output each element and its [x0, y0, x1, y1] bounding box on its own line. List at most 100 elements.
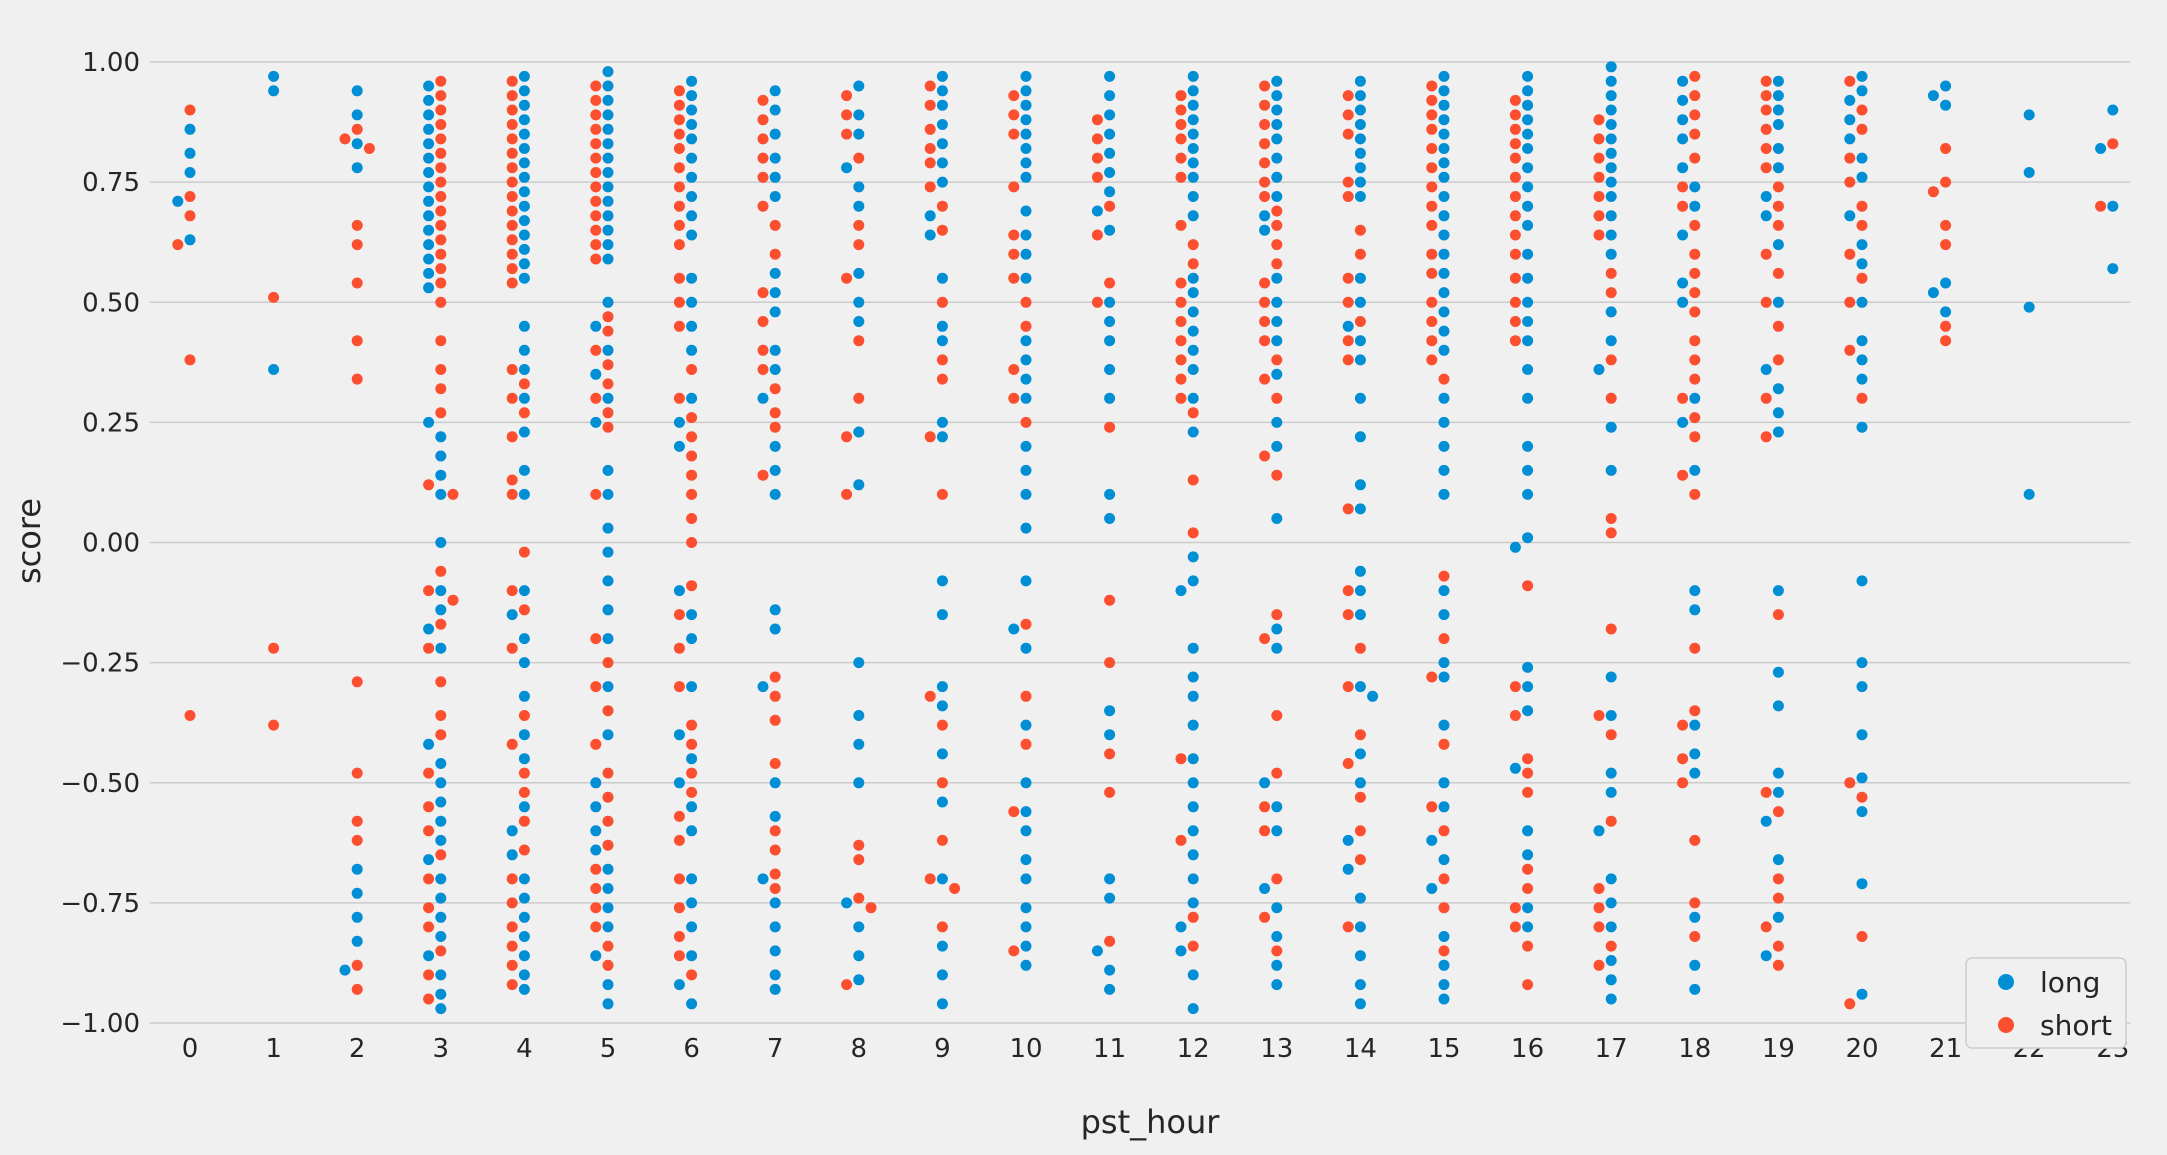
point-short: [1677, 719, 1689, 731]
point-short: [769, 868, 781, 880]
point-long: [1271, 90, 1283, 102]
point-short: [1605, 623, 1617, 635]
y-tick-label: 1.00: [82, 48, 140, 78]
point-long: [1856, 85, 1868, 97]
point-short: [184, 710, 196, 721]
x-tick-label: 4: [516, 1034, 533, 1064]
point-long: [602, 344, 614, 356]
point-short: [1271, 392, 1283, 404]
point-long: [1522, 681, 1534, 693]
point-long: [1605, 993, 1617, 1005]
point-long: [435, 931, 447, 942]
point-long: [1856, 335, 1868, 347]
point-short: [1760, 431, 1772, 443]
point-short: [1104, 748, 1116, 760]
point-short: [1772, 181, 1784, 193]
point-short: [1689, 354, 1701, 366]
point-short: [1187, 527, 1199, 539]
point-short: [423, 825, 435, 837]
point-long: [686, 75, 698, 87]
point-long: [769, 85, 781, 97]
point-short: [1689, 931, 1701, 942]
point-long: [602, 253, 614, 265]
point-short: [506, 176, 518, 188]
x-tick-label: 2: [349, 1034, 366, 1064]
point-long: [769, 983, 781, 995]
point-long: [1020, 354, 1032, 366]
point-short: [1772, 892, 1784, 904]
point-long: [518, 801, 530, 813]
point-long: [602, 575, 614, 587]
x-tick-label: 17: [1595, 1034, 1628, 1064]
point-long: [1522, 219, 1534, 231]
point-long: [686, 296, 698, 308]
point-long: [1605, 229, 1617, 241]
point-long: [1020, 921, 1032, 933]
point-short: [1259, 138, 1271, 150]
point-long: [1760, 191, 1772, 202]
point-long: [435, 585, 447, 597]
point-long: [518, 128, 530, 140]
point-short: [590, 224, 602, 236]
x-tick-label: 12: [1177, 1034, 1210, 1064]
point-short: [1593, 921, 1605, 933]
point-long: [1020, 940, 1032, 952]
point-short: [1175, 296, 1187, 308]
point-short: [673, 931, 685, 942]
point-long: [1187, 143, 1199, 154]
point-long: [1187, 210, 1199, 222]
point-long: [1856, 152, 1868, 164]
point-short: [1354, 854, 1366, 866]
point-short: [1259, 633, 1271, 645]
point-short: [1844, 152, 1856, 164]
point-long: [1438, 287, 1450, 299]
x-tick-label: 14: [1344, 1034, 1377, 1064]
point-long: [518, 186, 530, 198]
point-short: [673, 272, 685, 284]
point-long: [435, 642, 447, 654]
point-short: [841, 272, 853, 284]
point-long: [686, 921, 698, 933]
point-long: [1689, 464, 1701, 476]
point-long: [518, 931, 530, 942]
point-short: [1760, 143, 1772, 154]
point-long: [853, 316, 865, 327]
point-short: [686, 969, 698, 981]
point-long: [1605, 671, 1617, 683]
point-short: [1342, 585, 1354, 597]
point-short: [673, 873, 685, 885]
point-short: [686, 719, 698, 731]
y-tick-labels: 1.00 0.75 0.50 0.25 0.00 −0.25 −0.50 −0.75 −1.00: [60, 48, 140, 1039]
point-short: [423, 993, 435, 1005]
point-short: [590, 488, 602, 500]
point-long: [1522, 181, 1534, 193]
point-long: [1689, 200, 1701, 212]
point-short: [673, 834, 685, 846]
point-long: [686, 609, 698, 621]
point-short: [1354, 316, 1366, 327]
point-long: [1104, 705, 1116, 717]
point-long: [1772, 700, 1784, 712]
point-long: [1020, 128, 1032, 140]
point-short: [1438, 873, 1450, 885]
point-long: [1772, 666, 1784, 678]
point-long: [1940, 99, 1952, 111]
x-tick-label: 5: [600, 1034, 617, 1064]
point-long: [1271, 959, 1283, 971]
point-short: [435, 277, 447, 289]
point-long: [423, 152, 435, 164]
point-long: [1522, 532, 1534, 544]
point-long: [1677, 114, 1689, 126]
point-short: [853, 239, 865, 251]
point-long: [351, 911, 363, 923]
point-short: [1605, 940, 1617, 952]
point-long: [673, 777, 685, 789]
point-short: [1522, 979, 1534, 991]
point-short: [769, 844, 781, 856]
point-short: [602, 421, 614, 433]
point-short: [506, 431, 518, 443]
point-long: [351, 863, 363, 875]
point-long: [602, 729, 614, 741]
point-long: [518, 392, 530, 404]
point-short: [1426, 296, 1438, 308]
